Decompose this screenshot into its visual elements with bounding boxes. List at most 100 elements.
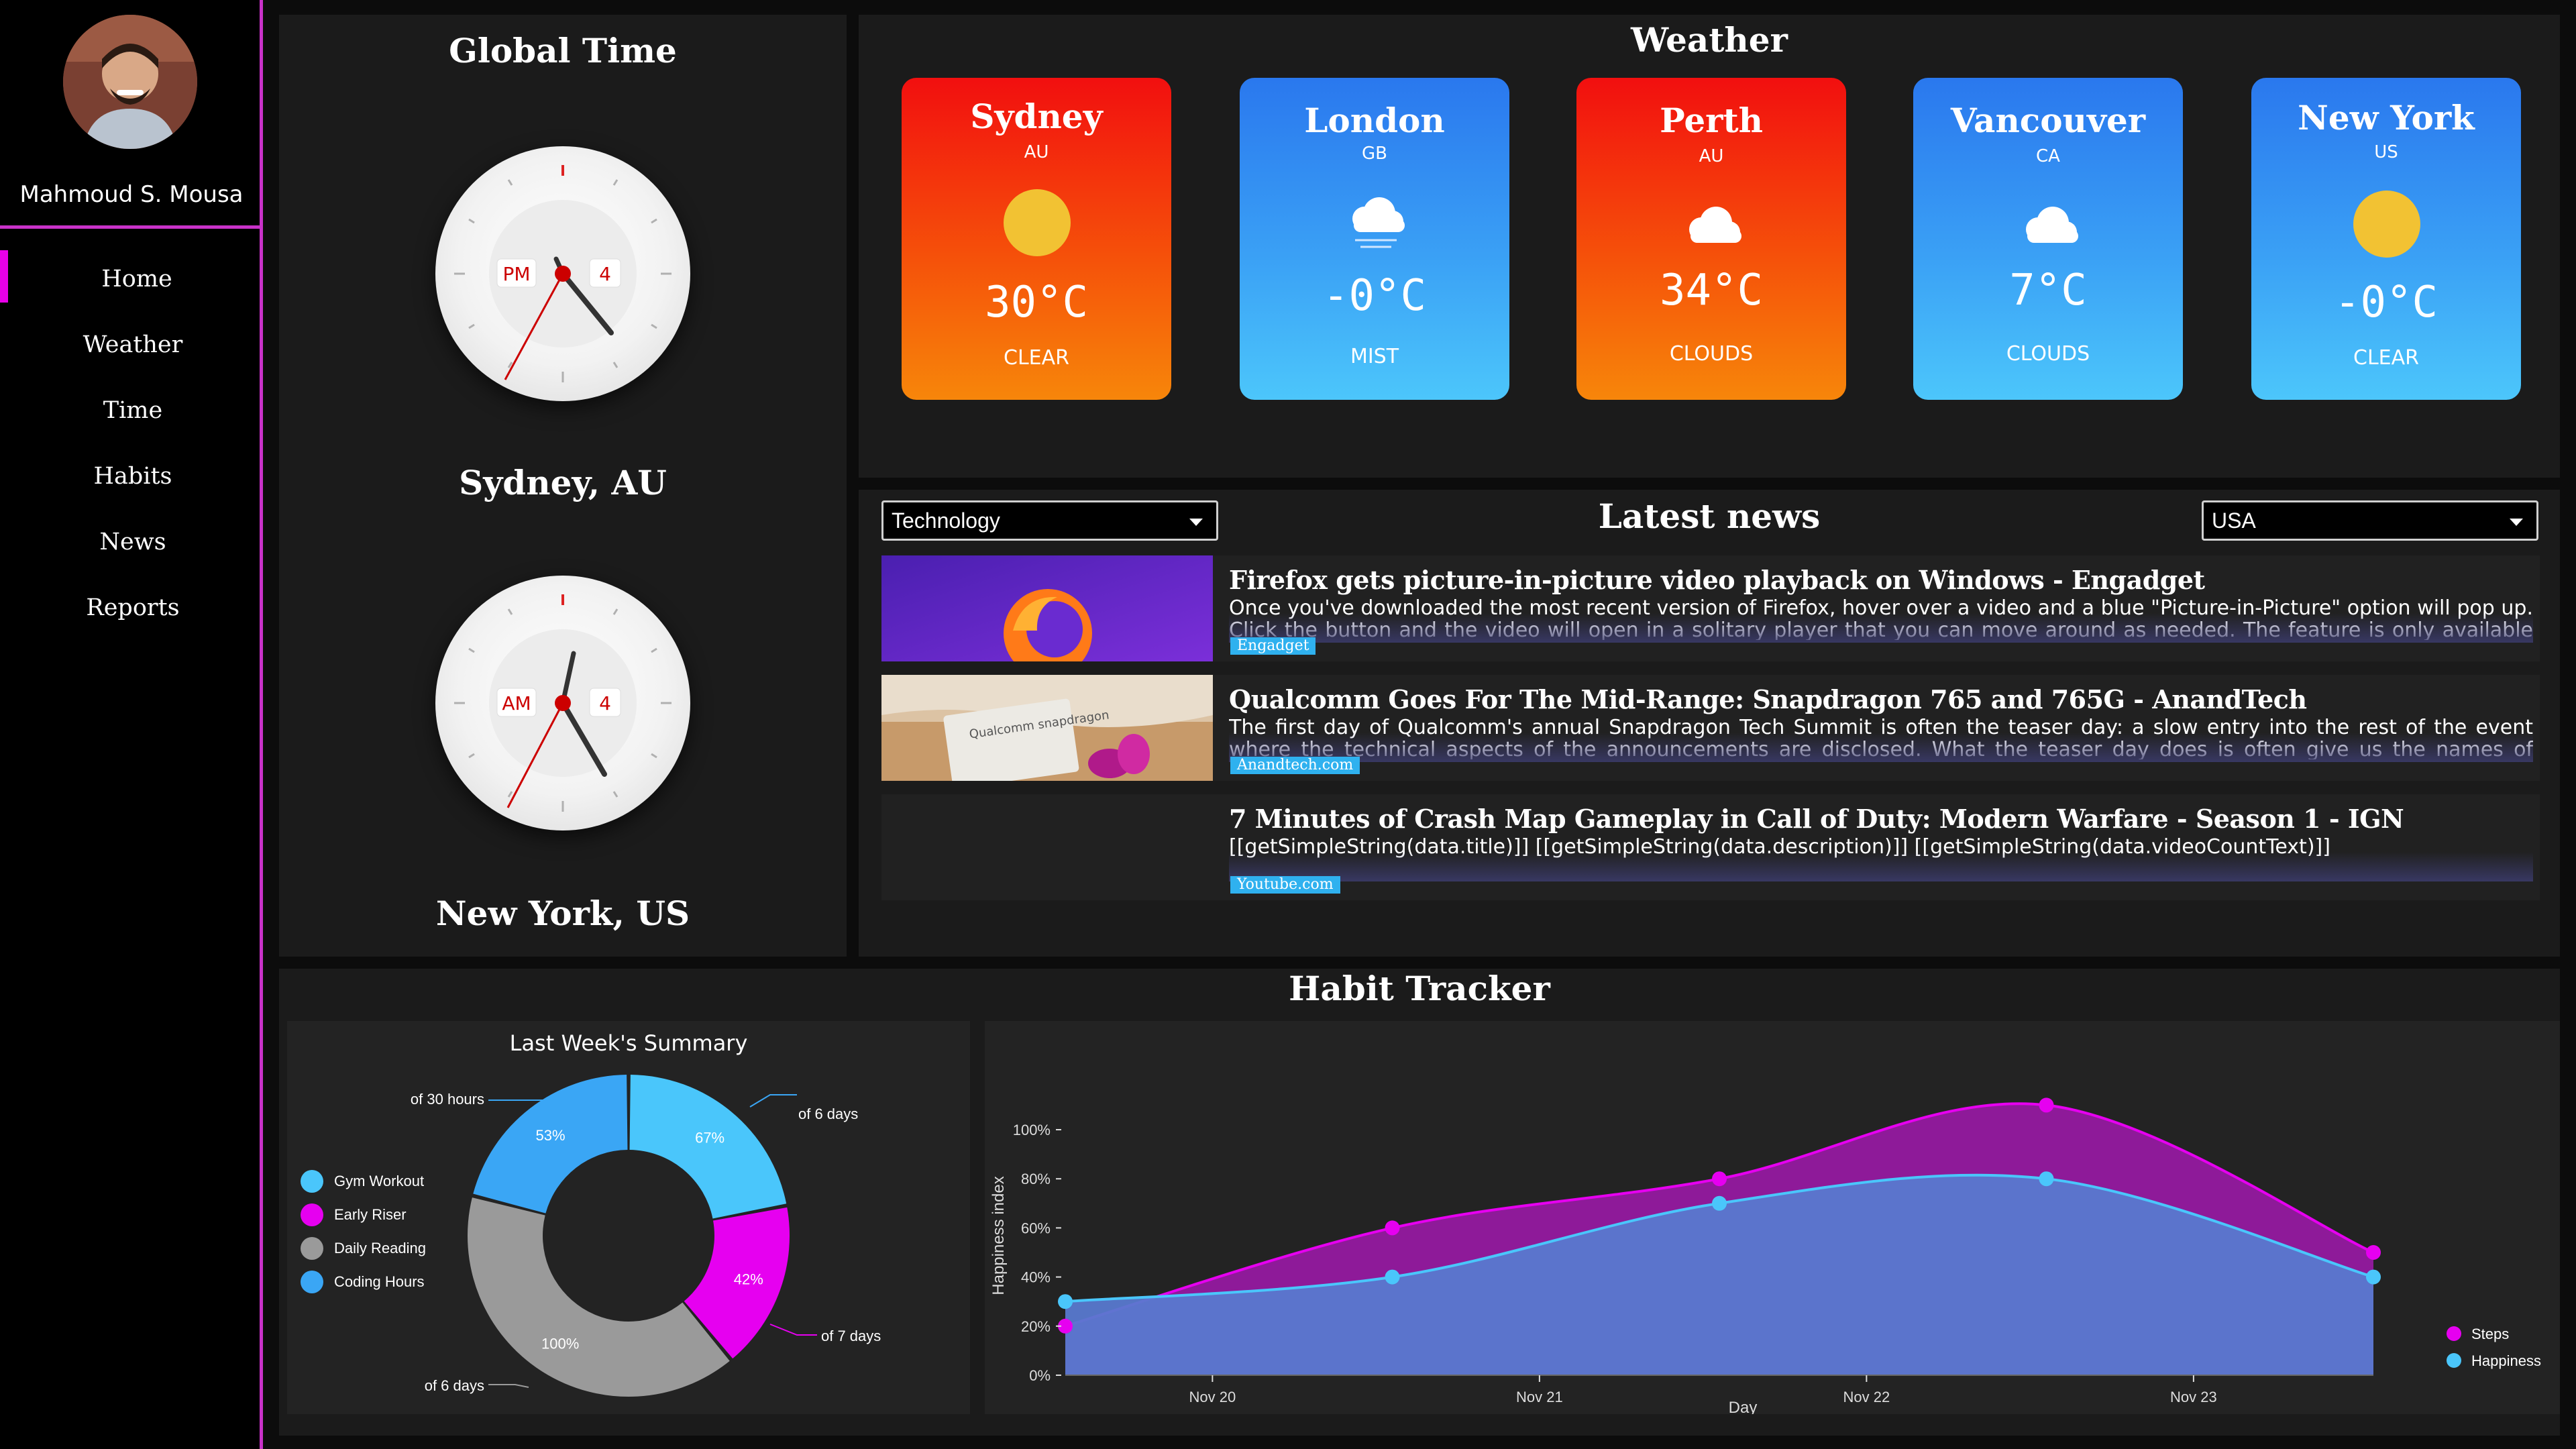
legend-label[interactable]: Happiness [2471,1352,2541,1369]
weather-city: Sydney [970,97,1103,136]
donut-slice-gym-workout[interactable] [629,1075,787,1219]
callout-line [488,1099,563,1102]
legend-label: Daily Reading [334,1240,426,1256]
avatar[interactable] [63,15,197,149]
callout-label: of 6 days [798,1106,858,1122]
point-steps[interactable] [1712,1171,1727,1187]
callout-line [769,1324,817,1336]
cloud-icon [2026,207,2078,243]
news-headline[interactable]: 7 Minutes of Crash Map Gameplay in Call … [1229,804,2404,834]
point-happiness[interactable] [1385,1269,1400,1285]
weather-temp: -0°C [2334,278,2438,327]
news-fade [1229,733,2533,762]
weather-country: US [2374,142,2398,162]
point-steps[interactable] [1385,1220,1400,1236]
user-name: Mahmoud S. Mousa [19,181,244,208]
point-happiness[interactable] [1712,1195,1727,1211]
news-source-badge[interactable]: Engadget [1230,637,1316,655]
callout-label: of 7 days [821,1328,881,1344]
news-item[interactable]: 7 Minutes of Crash Map Gameplay in Call … [881,794,2540,900]
nav-item-habits[interactable]: Habits [93,463,172,490]
callout-label: of 6 days [425,1377,484,1394]
legend-label[interactable]: Steps [2471,1326,2509,1342]
legend-item[interactable]: Early Riser [301,1198,426,1232]
weather-country: AU [1699,146,1724,166]
legend-item[interactable]: Gym Workout [301,1165,426,1198]
weather-temp: 34°C [1659,266,1764,315]
weather-temp: 30°C [984,278,1089,327]
weather-card-vancouver[interactable]: Vancouver CA 7°C CLOUDS [1913,78,2183,400]
point-steps[interactable] [1058,1318,1073,1334]
country-select-value: USA [2212,508,2256,533]
legend-swatch [301,1170,323,1193]
nav-active-marker [0,250,8,303]
habit-tracker-title: Habit Tracker [1289,969,1550,1008]
weather-condition: CLEAR [2353,346,2419,370]
nav-item-reports[interactable]: Reports [86,594,180,621]
news-fade [1229,613,2533,643]
country-select[interactable]: USA [2202,500,2538,541]
y-tick-label: 60% [1021,1220,1051,1236]
nav-item-time[interactable]: Time [103,397,163,424]
mist-cloud-icon [1352,197,1405,248]
donut-data-label: 53% [536,1127,566,1144]
nav-item-weather[interactable]: Weather [83,331,183,358]
weather-country: AU [1024,142,1049,162]
news-headline[interactable]: Qualcomm Goes For The Mid-Range: Snapdra… [1229,684,2307,714]
area-happiness [1065,1175,2373,1375]
legend-swatch [2447,1326,2461,1341]
category-select[interactable]: Technology [881,500,1218,541]
point-happiness[interactable] [1058,1294,1073,1309]
news-source-badge[interactable]: Youtube.com [1230,876,1340,894]
avatar-photo [63,15,197,149]
news-item[interactable]: Qualcomm snapdragon Qualcomm Goes For Th… [881,675,2540,781]
new-york-clock: AM 4 [435,576,690,830]
y-axis-label: Happiness index [989,1176,1008,1295]
weather-card-london[interactable]: London GB -0°C MIST [1240,78,1509,400]
donut-slice-early-riser[interactable] [684,1207,790,1359]
point-steps[interactable] [2039,1097,2054,1113]
sidebar: Mahmoud S. Mousa Home Weather Time Habit… [0,0,263,1449]
x-tick-label: Nov 22 [1843,1389,1890,1405]
point-happiness[interactable] [2366,1269,2381,1285]
weather-card-new-york[interactable]: New York US -0°C CLEAR [2251,78,2521,400]
weather-temp: 7°C [2009,266,2087,315]
clock-city-label: Sydney, AU [459,463,667,502]
weather-card-sydney[interactable]: Sydney AU 30°C CLEAR [902,78,1171,400]
clock-face-svg [454,165,672,382]
news-thumbnail [881,794,1213,900]
donut-data-label: 42% [734,1271,763,1287]
donut-slice-daily-reading[interactable] [468,1197,730,1397]
weather-city: Perth [1660,101,1763,140]
area-chart-card: 0% 20% 40% 60% 80% 100% Nov 20 Nov 21 Nov 22 Nov … [985,1021,2560,1414]
legend-swatch [301,1271,323,1293]
y-tick-label: 20% [1021,1318,1051,1335]
nav-item-news[interactable]: News [99,529,166,555]
x-tick-label: Nov 20 [1189,1389,1236,1405]
cloud-icon [1689,207,1741,243]
news-title: Latest news [1598,496,1821,536]
chevron-down-icon [2510,519,2523,526]
clock-face-svg [454,594,672,812]
sidebar-divider [0,225,263,229]
legend-item[interactable]: Daily Reading [301,1232,426,1265]
sydney-clock: PM 4 [435,146,690,401]
summary-card: Last Week's Summary Gym Workout Early Ri… [287,1021,970,1414]
callout-line [488,1384,529,1388]
weather-card-perth[interactable]: Perth AU 34°C CLOUDS [1576,78,1846,400]
x-axis-label: Day [1729,1399,1758,1414]
point-steps[interactable] [2366,1245,2381,1260]
donut-data-label: 100% [541,1335,579,1352]
weather-title: Weather [1631,20,1788,60]
nav-item-home[interactable]: Home [101,266,172,292]
legend-item[interactable]: Coding Hours [301,1265,426,1299]
news-source-badge[interactable]: Anandtech.com [1230,757,1360,774]
area-chart: 0% 20% 40% 60% 80% 100% Nov 20 Nov 21 Nov 22 Nov … [989,1097,2541,1414]
donut-slice-coding-hours[interactable] [473,1075,628,1214]
news-headline[interactable]: Firefox gets picture-in-picture video pl… [1229,565,2205,595]
date-label: 4 [599,692,611,714]
weather-temp: -0°C [1322,271,1427,321]
point-happiness[interactable] [2039,1171,2054,1187]
donut-data-label: 67% [695,1130,724,1146]
news-item[interactable]: Firefox gets picture-in-picture video pl… [881,555,2540,661]
